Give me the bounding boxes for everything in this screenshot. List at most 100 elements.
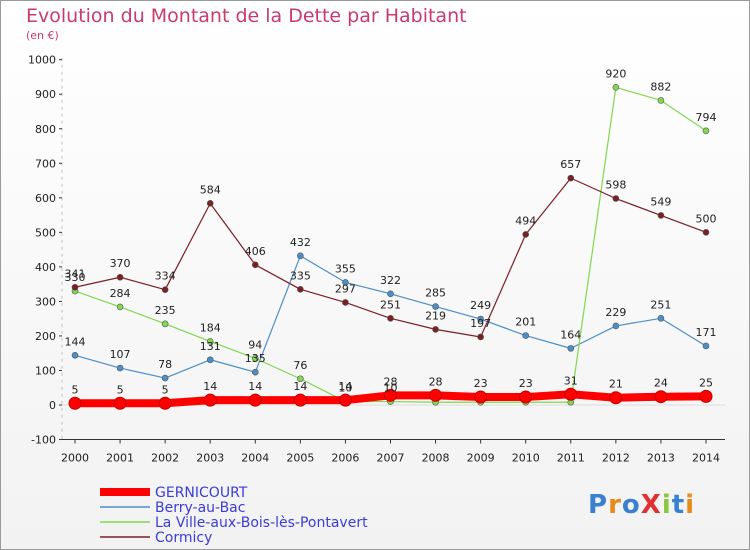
data-label: 251 (650, 298, 671, 311)
y-tick-label: 100 (35, 364, 56, 377)
data-point (567, 345, 575, 352)
x-tick-label: 2011 (557, 452, 585, 465)
data-point (293, 393, 307, 407)
data-point (477, 333, 484, 341)
data-point (116, 303, 124, 311)
data-label: 251 (380, 298, 401, 311)
data-label: 285 (425, 287, 446, 300)
x-tick-label: 2008 (422, 452, 450, 465)
data-label: 201 (515, 316, 536, 329)
x-tick-label: 2013 (647, 452, 675, 465)
data-label: 5 (162, 383, 169, 396)
data-label: 355 (335, 262, 356, 275)
data-label: 31 (564, 374, 578, 387)
data-point (654, 390, 668, 404)
data-point (519, 390, 533, 404)
data-label: 549 (650, 195, 671, 208)
data-label: 197 (470, 317, 491, 330)
data-point (432, 326, 439, 333)
data-label: 5 (72, 383, 79, 396)
chart-title: Evolution du Montant de la Dette par Hab… (26, 5, 467, 27)
data-point (522, 231, 530, 238)
data-point (113, 396, 127, 410)
data-point (248, 393, 262, 407)
data-label: 598 (605, 179, 626, 192)
data-point (161, 320, 169, 328)
x-tick-label: 2003 (196, 452, 224, 465)
data-point (612, 322, 620, 330)
x-tick-label: 2012 (602, 452, 630, 465)
data-label: 23 (519, 377, 533, 390)
data-label: 24 (654, 377, 668, 390)
legend-label: Cormicy (155, 530, 212, 546)
y-tick-label: 1000 (28, 54, 56, 67)
data-point (116, 273, 124, 281)
data-label: 284 (110, 287, 131, 300)
proxiti-logo: ProXiti (588, 490, 696, 520)
data-label: 500 (696, 212, 717, 225)
data-label: 494 (515, 214, 536, 227)
data-point (68, 396, 82, 410)
data-label: 171 (696, 326, 717, 339)
data-point (161, 286, 169, 293)
x-tick-label: 2007 (377, 452, 405, 465)
y-tick-label: 300 (35, 295, 56, 308)
data-point (612, 195, 620, 202)
y-tick-label: 0 (49, 399, 56, 412)
data-point (702, 127, 710, 135)
y-tick-label: 700 (35, 157, 56, 170)
data-label: 28 (384, 375, 398, 388)
data-point (251, 261, 259, 269)
data-point (71, 351, 79, 359)
data-label: 164 (560, 328, 581, 341)
data-point (699, 389, 713, 403)
data-point (161, 374, 169, 382)
data-label: 10 (338, 382, 352, 395)
data-label: 14 (248, 380, 262, 393)
data-point (567, 174, 575, 182)
legend-label: La Ville-aux-Bois-lès-Pontavert (155, 515, 368, 531)
data-label: 184 (200, 321, 221, 334)
data-point (338, 393, 352, 407)
data-label: 5 (117, 383, 124, 396)
y-tick-label: -100 (31, 434, 56, 447)
legend-label: GERNICOURT (155, 485, 248, 501)
data-point (609, 391, 623, 405)
data-label: 882 (650, 80, 671, 93)
data-point (657, 315, 665, 322)
data-point (384, 388, 397, 402)
data-point (251, 368, 259, 376)
data-label: 135 (245, 352, 266, 365)
data-label: 144 (65, 335, 86, 348)
data-label: 14 (338, 380, 352, 393)
y-tick-label: 900 (35, 88, 56, 101)
data-label: 25 (699, 376, 713, 389)
data-point (116, 364, 124, 372)
x-tick-label: 2009 (467, 452, 495, 465)
y-tick-label: 400 (35, 261, 56, 274)
data-point (206, 200, 214, 207)
y-tick-label: 200 (35, 330, 56, 343)
series-line-2 (74, 86, 707, 403)
data-label: 23 (474, 377, 488, 390)
x-tick-label: 2000 (61, 452, 89, 465)
x-tick-label: 2005 (286, 452, 314, 465)
y-tick-label: 600 (35, 192, 56, 205)
data-label: 14 (293, 380, 307, 393)
data-label: 370 (110, 257, 131, 270)
data-label: 219 (425, 309, 446, 322)
data-point (251, 355, 259, 362)
data-label: 21 (609, 378, 623, 391)
data-label: 335 (290, 269, 311, 282)
x-tick-label: 2014 (692, 452, 720, 465)
data-label: 297 (335, 282, 356, 295)
data-label: 584 (200, 183, 221, 196)
data-label: 657 (560, 158, 581, 171)
data-point (564, 387, 578, 401)
data-point (429, 388, 443, 402)
data-point (206, 338, 214, 345)
data-point (432, 303, 439, 310)
data-label: 794 (696, 111, 717, 124)
data-label: 28 (429, 375, 443, 388)
